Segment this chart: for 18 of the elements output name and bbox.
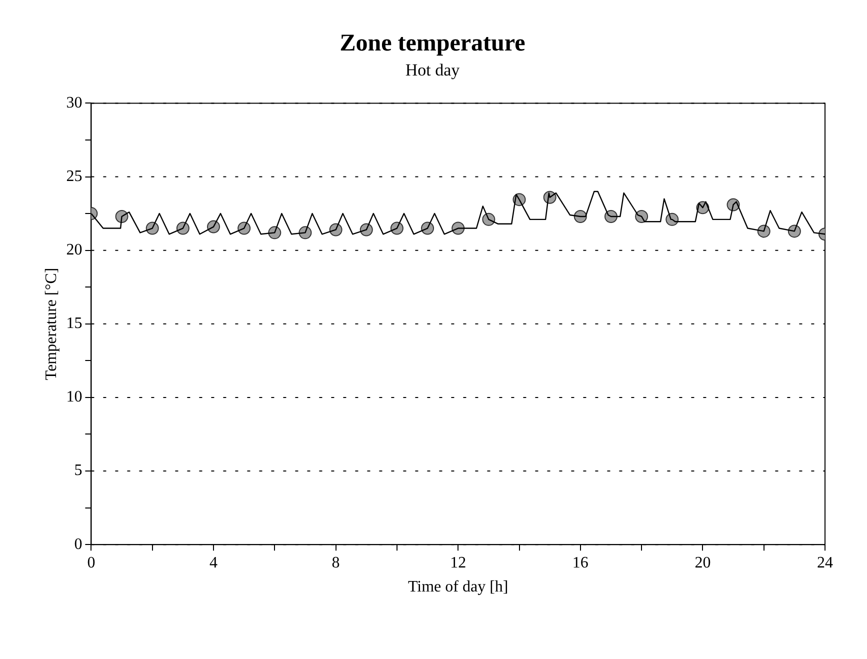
y-tick-label: 25 — [66, 168, 82, 185]
y-axis-title: Temperature [°C] — [42, 268, 60, 380]
x-tick-label: 24 — [817, 554, 833, 572]
x-tick-label: 20 — [694, 554, 711, 572]
y-tick-label: 0 — [74, 536, 82, 553]
y-tick-label: 5 — [74, 462, 82, 480]
x-tick-label: 4 — [210, 554, 218, 572]
y-tick-label: 30 — [66, 94, 82, 112]
chart-subtitle: Hot day — [405, 60, 460, 80]
x-tick-label: 12 — [450, 554, 466, 572]
x-tick-label: 8 — [332, 554, 340, 572]
y-tick-label: 15 — [66, 315, 82, 332]
chart-title: Zone temperature — [340, 30, 526, 57]
x-axis-title: Time of day [h] — [408, 578, 508, 596]
x-tick-label: 0 — [87, 554, 96, 572]
x-tick-label: 16 — [572, 554, 588, 572]
y-tick-label: 10 — [66, 388, 82, 406]
y-tick-label: 20 — [66, 242, 82, 259]
